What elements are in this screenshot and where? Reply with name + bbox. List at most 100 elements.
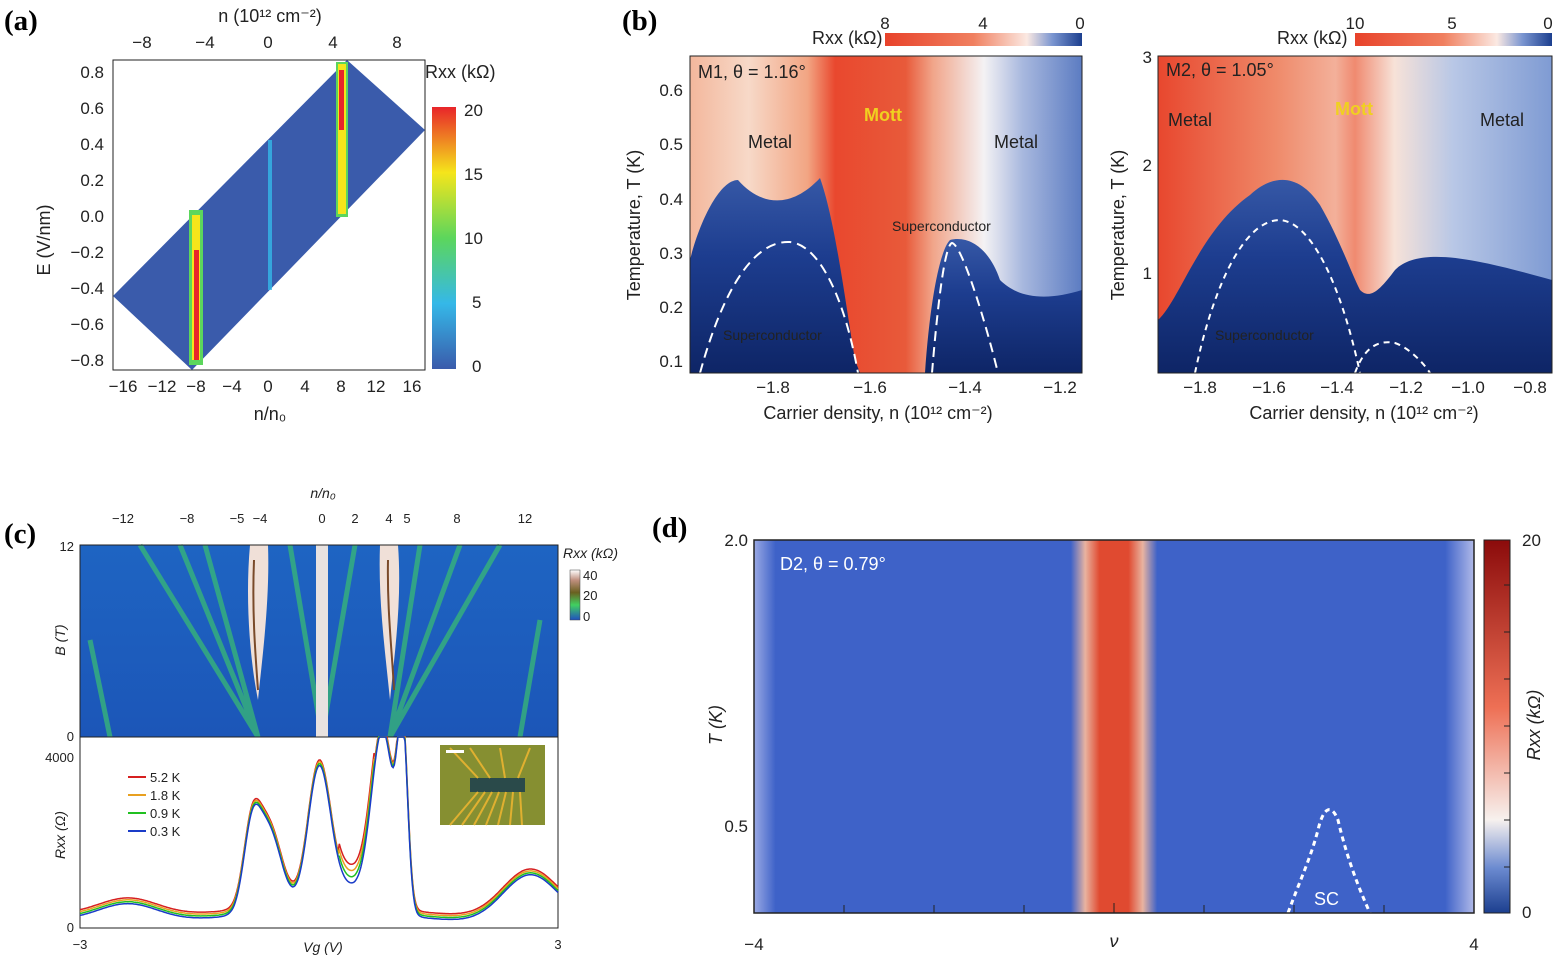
- panel-b1-sc-left: Superconductor: [723, 327, 822, 343]
- panel-c-lines: [79, 736, 559, 921]
- panel-b2-sc: Superconductor: [1215, 327, 1314, 343]
- panel-b1-colorbar-label: Rxx (kΩ): [812, 28, 882, 48]
- panel-b1-sc-region-right: [925, 239, 1082, 373]
- panel-b2-colorbar-tick: 10: [1346, 14, 1365, 33]
- panel-d-x-tick: −4: [744, 935, 763, 954]
- series-line-1-8-k: [79, 736, 559, 917]
- panel-a-x-ticks: −16 −12 −8 −4 0 4 8 12 16: [109, 377, 422, 396]
- panel-b2-colorbar-label: Rxx (kΩ): [1277, 28, 1347, 48]
- panel-b1-sc-right: Superconductor: [892, 218, 991, 234]
- panel-b1-colorbar-ticks: 8 4 0: [880, 14, 1084, 33]
- panel-d-sample-label: D2, θ = 0.79°: [780, 554, 886, 574]
- panel-b1-colorbar-tick: 4: [978, 14, 987, 33]
- panel-d-sc-label: SC: [1314, 889, 1339, 909]
- panel-b1-y-tick: 0.6: [659, 81, 683, 100]
- panel-a-top-tick: −8: [132, 33, 151, 52]
- panel-c-bottom-y-tick: 0: [67, 920, 74, 935]
- panel-a-colorbar-tick: 15: [464, 165, 483, 184]
- panel-b1-y-tick: 0.5: [659, 135, 683, 154]
- panel-b1-sc-region-left: [690, 178, 860, 373]
- panel-a-top-tick: 0: [263, 33, 272, 52]
- panel-c-top-tick: 4: [385, 511, 392, 526]
- panel-b1-x-label: Carrier density, n (10¹² cm⁻²): [763, 403, 992, 423]
- panel-d-x-label: ν: [1110, 931, 1119, 951]
- panel-c-top-y-label: B (T): [52, 624, 68, 655]
- panel-b2-colorbar-ticks: 10 5 0: [1346, 14, 1553, 33]
- panel-a-x-tick: −12: [148, 377, 177, 396]
- panel-b1-y-ticks: 0.6 0.5 0.4 0.3 0.2 0.1: [659, 81, 683, 371]
- panel-a-colorbar-tick: 5: [472, 293, 481, 312]
- panel-c-colorbar: [569, 569, 581, 621]
- panel-a-x-tick: 12: [367, 377, 386, 396]
- panel-b-m1: (b) Rxx (kΩ) 8 4 0 M1, θ = 1.16° Metal M…: [622, 5, 1085, 423]
- panel-c-top-y-tick: 12: [60, 539, 74, 554]
- panel-b2-y-label: Temperature, T (K): [1108, 150, 1128, 300]
- panel-d-colorbar-label: Rxx (kΩ): [1524, 690, 1544, 761]
- panel-a-y-tick: 0.6: [80, 99, 104, 118]
- panel-b1-y-label: Temperature, T (K): [624, 150, 644, 300]
- panel-d-x-tick: 4: [1469, 935, 1478, 954]
- panel-b1-metal-left: Metal: [748, 132, 792, 152]
- panel-c-device-image: [440, 745, 545, 826]
- panel-c-x-tick: −3: [73, 937, 88, 952]
- panel-b2-y-tick: 2: [1143, 156, 1152, 175]
- panel-b2-sample-label: M2, θ = 1.05°: [1166, 60, 1274, 80]
- panel-b1-y-tick: 0.2: [659, 298, 683, 317]
- legend-label: 1.8 K: [150, 788, 181, 803]
- panel-b2-mott: Mott: [1335, 99, 1373, 119]
- panel-b2-colorbar: [1355, 33, 1552, 46]
- panel-a-colorbar-label: Rxx (kΩ): [425, 62, 495, 82]
- panel-d-colorbar-tick: 0: [1522, 903, 1531, 922]
- panel-c-x-tick: 3: [554, 937, 561, 952]
- panel-c-x-label: Vg (V): [303, 939, 343, 955]
- panel-b2-y-tick: 3: [1143, 48, 1152, 67]
- panel-b2-x-tick: −1.4: [1320, 378, 1354, 397]
- panel-c-top-tick: 0: [318, 511, 325, 526]
- panel-c-bottom-y-tick: 4000: [45, 750, 74, 765]
- panel-a-colorbar-ticks: 20 15 10 5 0: [464, 101, 483, 376]
- panel-b2-sc-region: [1158, 179, 1552, 373]
- panel-b2-colorbar-tick: 5: [1447, 14, 1456, 33]
- panel-b1-y-tick: 0.4: [659, 190, 683, 209]
- panel-b2-x-tick: −1.6: [1252, 378, 1286, 397]
- panel-d-colorbar-minor-ticks: [1504, 584, 1510, 868]
- panel-c-top-tick: 2: [351, 511, 358, 526]
- panel-c-top-tick: −12: [112, 511, 134, 526]
- panel-a-peak-left: [189, 210, 203, 365]
- panel-a-colorbar-tick: 0: [472, 357, 481, 376]
- panel-b2-x-label: Carrier density, n (10¹² cm⁻²): [1249, 403, 1478, 423]
- panel-a-y-tick: −0.6: [70, 315, 104, 334]
- panel-b2-sc-dome-small: [1354, 341, 1431, 374]
- legend-label: 0.9 K: [150, 806, 181, 821]
- panel-a-top-tick: −4: [195, 33, 214, 52]
- panel-d: (d) D2, θ = 0.79° SC 2.0 0.5 T (K) −4 ν …: [652, 512, 1544, 954]
- panel-b1-x-tick: −1.8: [756, 378, 790, 397]
- panel-a-colorbar-tick: 10: [464, 229, 483, 248]
- panel-b2-x-tick: −1.0: [1451, 378, 1485, 397]
- panel-b1-x-tick: −1.4: [948, 378, 982, 397]
- panel-b2-frame: [1157, 55, 1553, 374]
- panel-b2-sc-dome-main: [1194, 218, 1361, 374]
- panel-a-x-tick: 0: [263, 377, 272, 396]
- panel-b1-x-tick: −1.6: [853, 378, 887, 397]
- panel-a-x-tick: −8: [186, 377, 205, 396]
- panel-c-legend: 5.2 K 1.8 K 0.9 K 0.3 K: [128, 770, 181, 839]
- panel-a-y-tick: −0.8: [70, 351, 104, 370]
- panel-a-y-tick: −0.2: [70, 243, 104, 262]
- panel-a-colorbar-tick: 20: [464, 101, 483, 120]
- panel-a-top-tick: 8: [392, 33, 401, 52]
- panel-d-heatmap: [754, 540, 1474, 913]
- panel-b1-colorbar: [885, 33, 1082, 46]
- panel-b2-x-tick: −1.2: [1389, 378, 1423, 397]
- panel-b1-x-ticks: −1.8 −1.6 −1.4 −1.2: [756, 378, 1077, 397]
- panel-a-top-tick: 4: [328, 33, 337, 52]
- panel-a-y-ticks: 0.8 0.6 0.4 0.2 0.0 −0.2 −0.4 −0.6 −0.8: [70, 63, 104, 370]
- panel-c-colorbar-tick: 0: [583, 609, 590, 624]
- panel-a-label: (a): [4, 5, 38, 37]
- panel-b2-metal-right: Metal: [1480, 110, 1524, 130]
- panel-a-x-tick: −16: [109, 377, 138, 396]
- panel-b1-colorbar-tick: 8: [880, 14, 889, 33]
- series-line-0-9-k: [79, 736, 559, 919]
- panel-c-colorbar-tick: 40: [583, 568, 597, 583]
